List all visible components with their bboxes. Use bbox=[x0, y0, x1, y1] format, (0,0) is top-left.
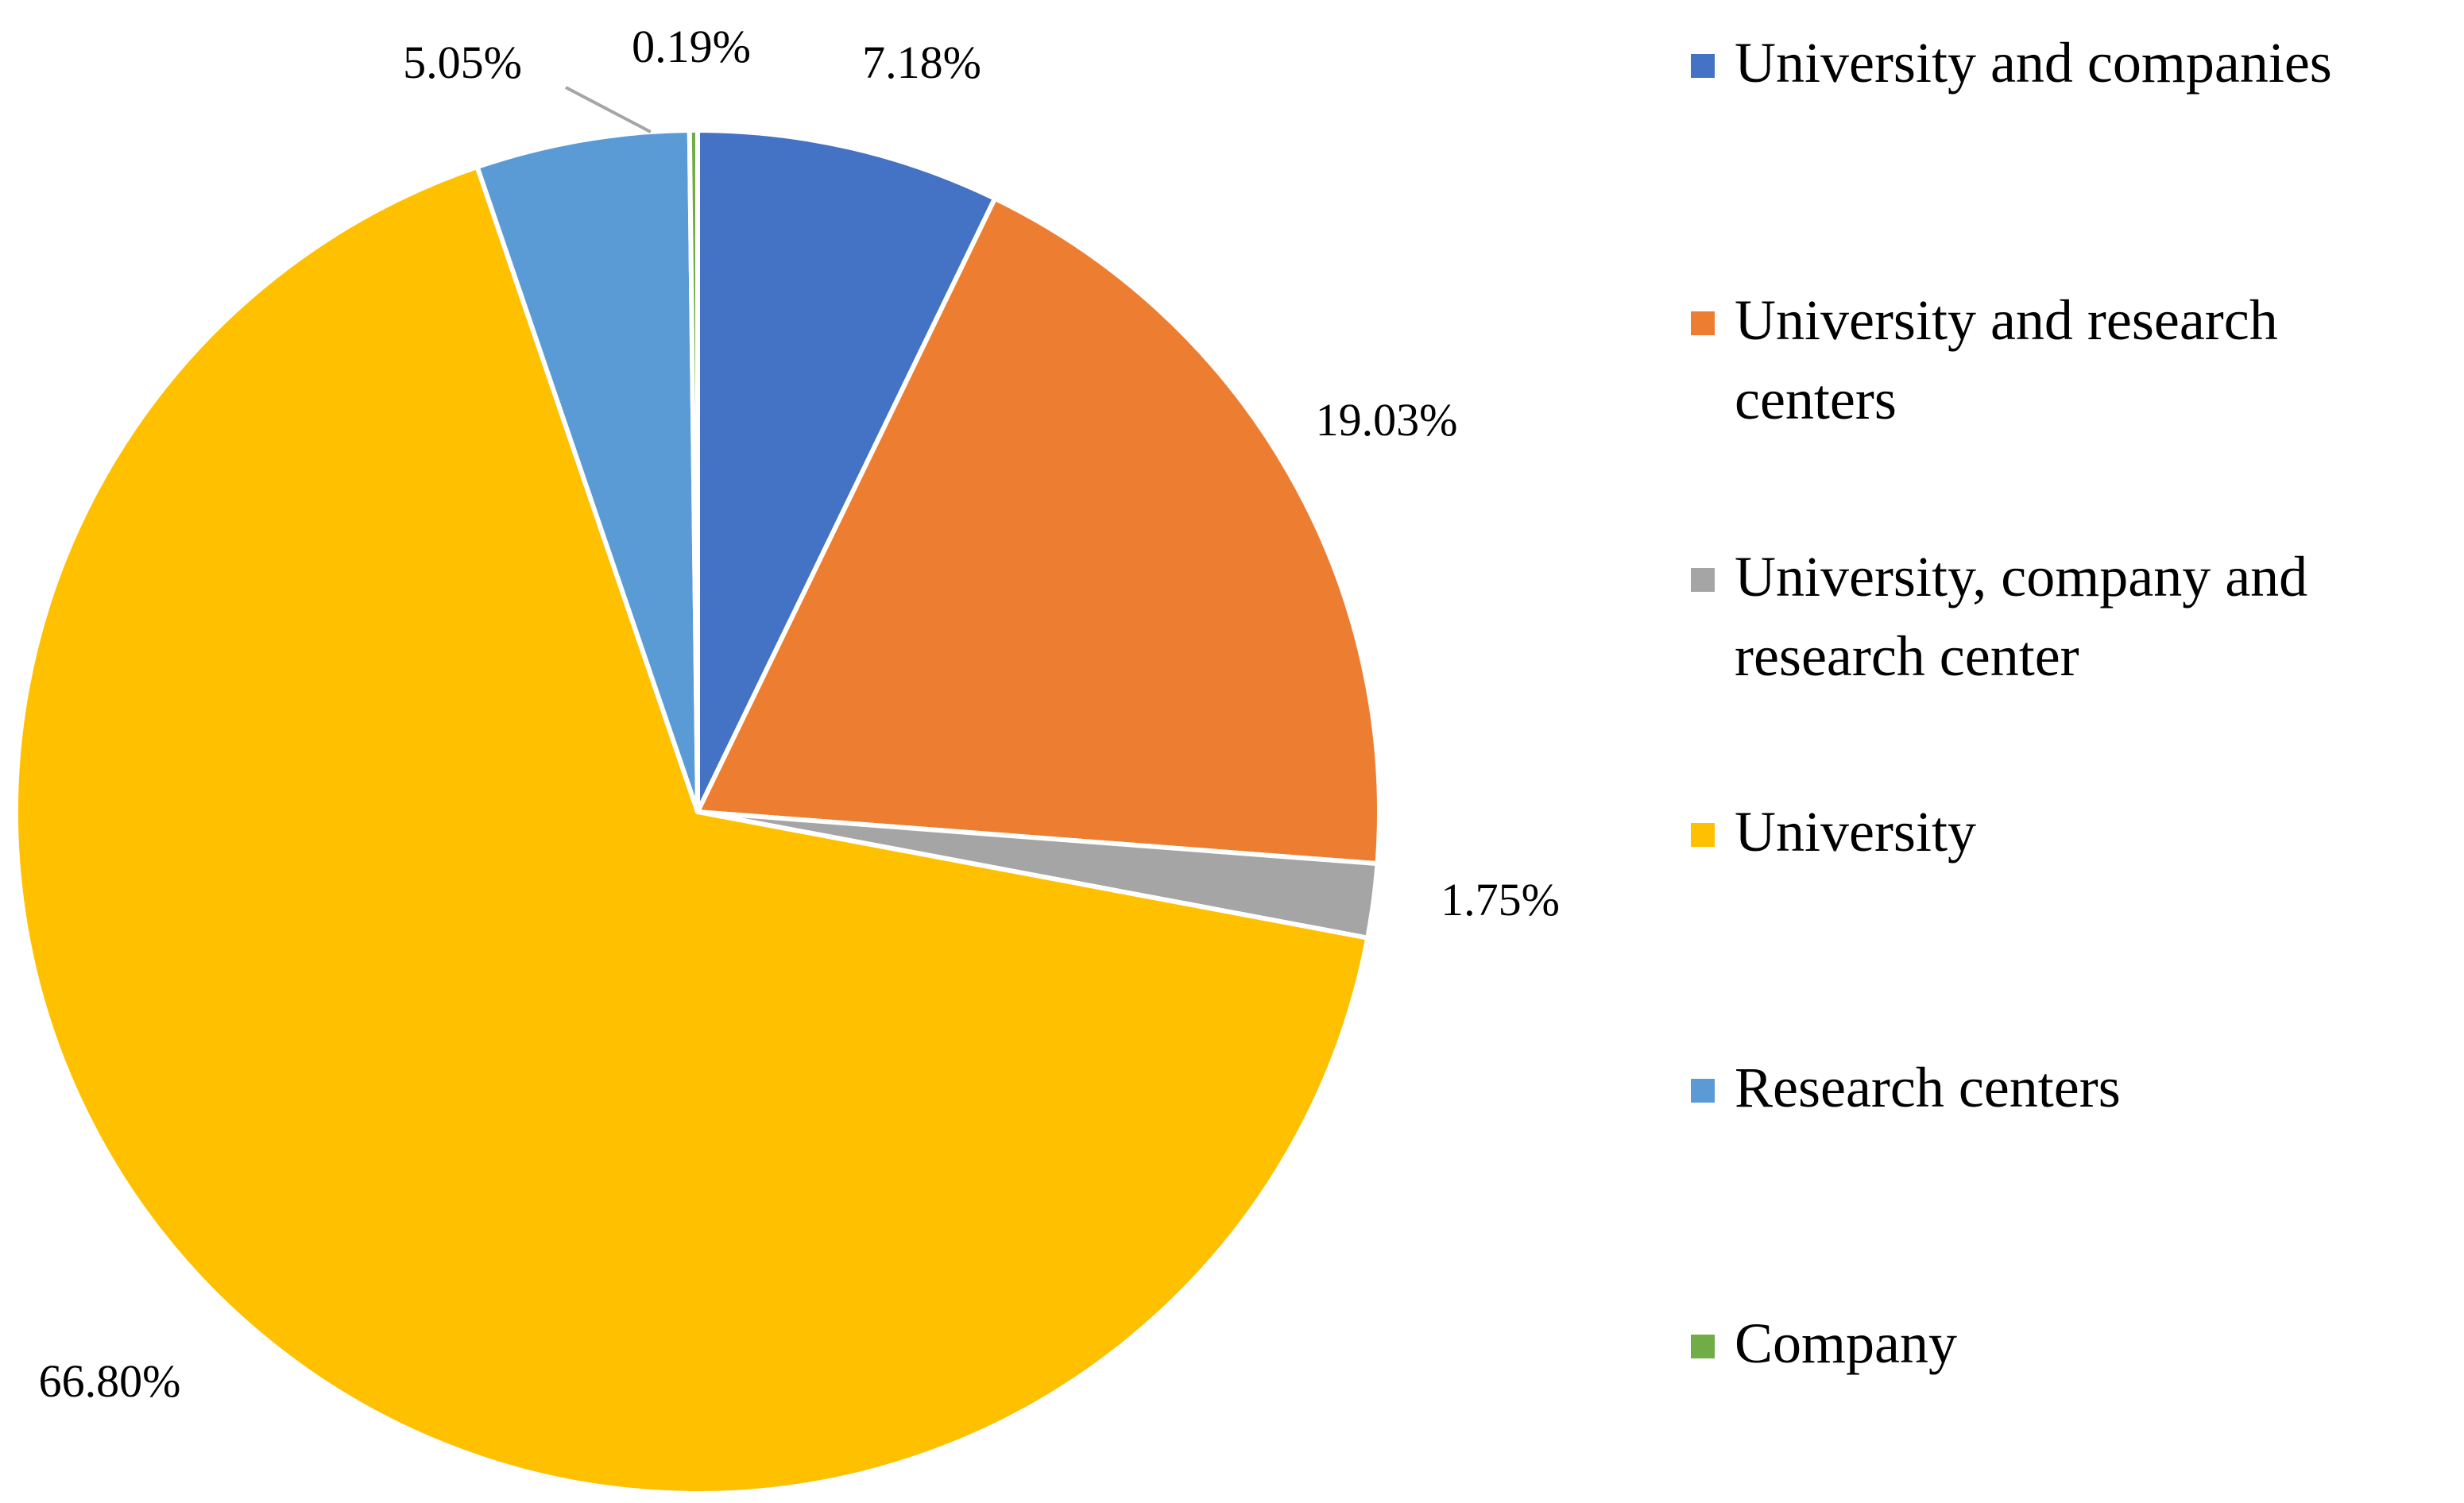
legend-swatch-university bbox=[1691, 823, 1715, 847]
data-label-university: 66.80% bbox=[39, 1355, 181, 1407]
legend-label-university: University bbox=[1735, 800, 1976, 864]
pie-slice-research-centers bbox=[474, 128, 700, 814]
leader-line-research-centers bbox=[565, 86, 652, 133]
legend-label-company: Company bbox=[1735, 1312, 1957, 1375]
legend-label-research-centers: Research centers bbox=[1735, 1056, 2121, 1119]
pie-slices bbox=[14, 127, 1382, 1496]
pie-slice-university-and-companies bbox=[695, 128, 998, 814]
legend-item-university-company-and-research-center: University, company and research center bbox=[1691, 545, 2307, 688]
data-label-university-and-companies: 7.18% bbox=[862, 37, 981, 88]
pie-slice-university-and-research-centers bbox=[695, 195, 1382, 867]
legend-item-university: University bbox=[1691, 800, 1976, 864]
legend-swatch-university-company-and-research-center bbox=[1691, 568, 1715, 592]
leader-lines bbox=[565, 86, 652, 133]
data-label-company: 0.19% bbox=[632, 21, 751, 72]
legend-label-university-and-companies: University and companies bbox=[1735, 31, 2332, 95]
legend-swatch-research-centers bbox=[1691, 1079, 1715, 1103]
data-label-university-company-and-research-center: 1.75% bbox=[1441, 874, 1560, 925]
legend-item-university-and-research-centers: University and research centers bbox=[1691, 288, 2278, 431]
legend-label-university-company-and-research-center-line-2: research center bbox=[1735, 624, 2079, 688]
data-label-research-centers: 5.05% bbox=[403, 37, 522, 88]
pie-slice-company bbox=[687, 127, 700, 814]
legend-label-university-and-research-centers: University and research bbox=[1735, 288, 2278, 352]
legend-swatch-university-and-companies bbox=[1691, 54, 1715, 78]
data-label-university-and-research-centers: 19.03% bbox=[1316, 394, 1458, 446]
legend-item-university-and-companies: University and companies bbox=[1691, 31, 2332, 95]
legend-label-university-company-and-research-center: University, company and bbox=[1735, 545, 2307, 609]
legend-swatch-company bbox=[1691, 1335, 1715, 1358]
pie-slice-university bbox=[14, 164, 1371, 1496]
legend-swatch-university-and-research-centers bbox=[1691, 311, 1715, 335]
data-labels: 7.18% 19.03% 1.75% 66.80% 5.05% 0.19% bbox=[39, 21, 1560, 1407]
legend-label-university-and-research-centers-line-2: centers bbox=[1735, 368, 1897, 431]
legend-item-company: Company bbox=[1691, 1312, 1957, 1375]
legend: University and companies University and r… bbox=[1691, 31, 2332, 1375]
legend-item-research-centers: Research centers bbox=[1691, 1056, 2121, 1119]
